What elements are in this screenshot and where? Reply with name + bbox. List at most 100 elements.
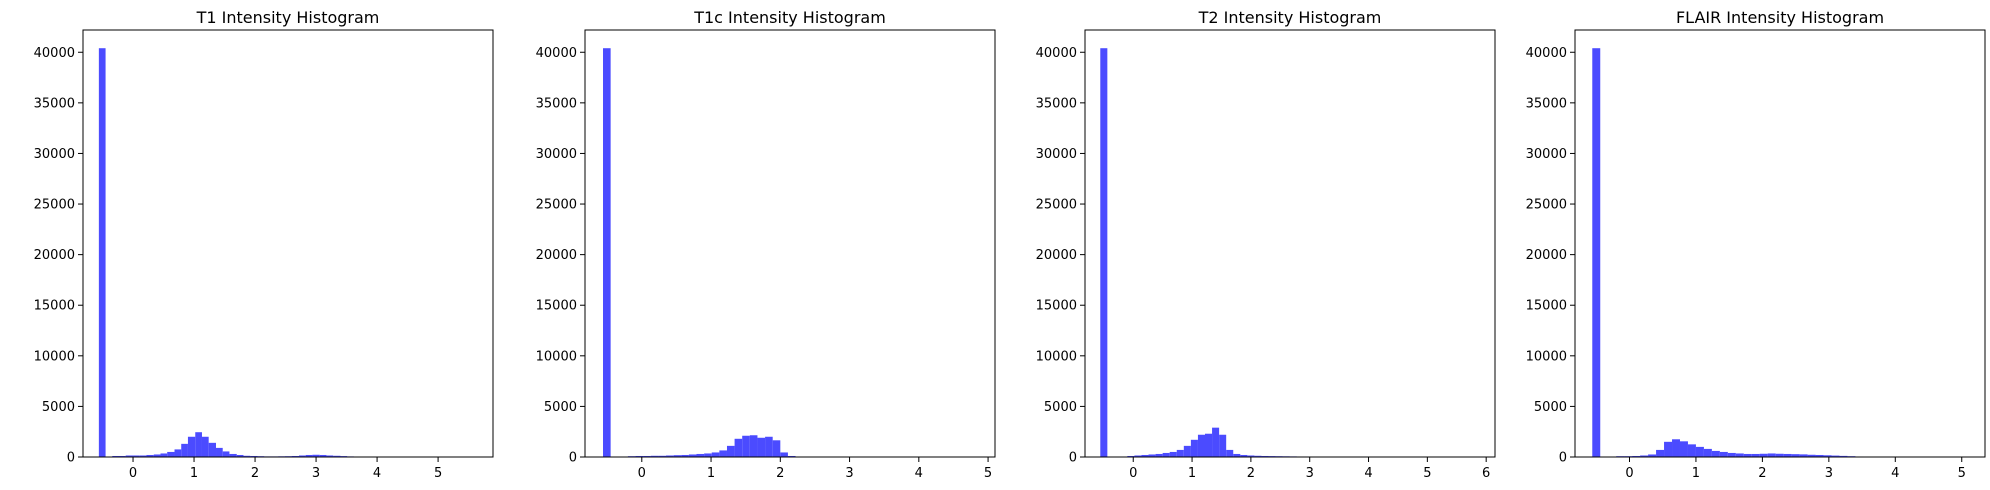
y-tick-label: 40000 <box>536 46 577 61</box>
x-tick-label: 4 <box>1891 466 1899 481</box>
panel-title: T1c Intensity Histogram <box>693 8 886 27</box>
x-tick-label: 1 <box>1692 466 1700 481</box>
histogram-bar <box>1127 455 1135 457</box>
histogram-bar <box>125 455 134 457</box>
x-tick-label: 5 <box>434 466 442 481</box>
histogram-bar <box>688 454 697 457</box>
histogram-bar <box>1247 455 1255 457</box>
x-tick-label: 2 <box>776 466 784 481</box>
histogram-bar <box>1751 453 1760 457</box>
x-tick-label: 0 <box>1129 466 1137 481</box>
histogram-bar <box>787 455 796 457</box>
histogram-bar <box>1815 454 1824 457</box>
histogram-bar <box>765 436 773 457</box>
histogram-bar <box>1233 453 1241 457</box>
histogram-bar <box>1687 444 1696 457</box>
histogram-bar <box>734 438 743 457</box>
y-tick-label: 0 <box>67 451 75 466</box>
y-tick-label: 15000 <box>34 299 75 314</box>
histogram-bar <box>160 453 168 457</box>
histogram-bar <box>1695 446 1704 457</box>
histogram-bar <box>1226 449 1234 457</box>
histogram-bar <box>742 435 750 457</box>
x-tick-label: 6 <box>1482 466 1490 481</box>
y-tick-label: 15000 <box>1036 299 1077 314</box>
histogram-bar <box>1261 455 1269 457</box>
x-tick-label: 1 <box>190 466 198 481</box>
x-tick-label: 3 <box>1306 466 1314 481</box>
x-tick-label: 1 <box>1188 466 1196 481</box>
y-tick-label: 35000 <box>536 96 577 111</box>
y-tick-label: 10000 <box>1526 349 1567 364</box>
histogram-bar <box>1839 455 1848 457</box>
x-tick-label: 2 <box>251 466 259 481</box>
y-tick-label: 0 <box>1069 451 1077 466</box>
y-tick-label: 25000 <box>1526 198 1567 213</box>
histogram-bar <box>1148 454 1156 457</box>
histogram-bar <box>635 455 644 457</box>
panel-title: FLAIR Intensity Histogram <box>1676 8 1884 27</box>
histogram-bar <box>1190 439 1198 457</box>
histogram-bars <box>1592 48 1872 458</box>
y-tick-label: 35000 <box>34 96 75 111</box>
x-tick-label: 3 <box>1825 466 1833 481</box>
histogram-bar <box>658 455 667 457</box>
histogram-bar <box>1141 454 1149 457</box>
histogram-bar <box>681 454 689 457</box>
histogram-bar <box>1703 448 1712 457</box>
histogram-bars <box>1100 48 1347 458</box>
x-tick-label: 2 <box>1247 466 1255 481</box>
y-tick-label: 40000 <box>1036 46 1077 61</box>
y-tick-label: 15000 <box>1526 299 1567 314</box>
x-tick-label: 5 <box>1423 466 1431 481</box>
histogram-bar <box>1240 454 1248 457</box>
histogram-bar <box>719 450 727 457</box>
histogram-bar <box>1727 452 1736 457</box>
histogram-bars <box>603 48 796 458</box>
y-tick-label: 5000 <box>1044 400 1077 415</box>
histogram-bar <box>1100 48 1108 458</box>
histogram-bar <box>195 432 202 457</box>
y-tick-label: 10000 <box>34 349 75 364</box>
x-tick-label: 5 <box>984 466 992 481</box>
histogram-bar <box>1807 454 1816 457</box>
histogram-bar <box>711 452 720 457</box>
histogram-bar <box>1735 453 1744 457</box>
histogram-bar <box>298 455 306 457</box>
x-tick-label: 4 <box>1364 466 1372 481</box>
panel-t1c: T1c Intensity Histogram 0 5000 10000 15000 2… <box>536 8 996 481</box>
histogram-bar <box>250 455 258 457</box>
histogram-bar <box>112 455 119 457</box>
histogram-bar <box>1162 452 1170 457</box>
histogram-bar <box>1783 453 1792 457</box>
histogram-bar <box>1719 451 1728 457</box>
x-tick-label: 3 <box>312 466 320 481</box>
y-tick-label: 20000 <box>1036 248 1077 263</box>
y-tick-label: 30000 <box>34 147 75 162</box>
y-tick-label: 15000 <box>536 299 577 314</box>
axes-frame <box>1084 29 1496 458</box>
histogram-bar <box>1672 439 1680 457</box>
histogram-bar <box>673 455 682 457</box>
y-tick-label: 30000 <box>1036 147 1077 162</box>
y-tick-label: 25000 <box>1036 198 1077 213</box>
histogram-bar <box>333 455 341 457</box>
histogram-bar <box>1640 455 1649 457</box>
y-tick-label: 35000 <box>1036 96 1077 111</box>
y-tick-label: 30000 <box>536 147 577 162</box>
histogram-bar <box>726 445 735 457</box>
histogram-bar <box>666 455 674 457</box>
histogram-bar <box>603 48 611 458</box>
y-tick-label: 5000 <box>1534 400 1567 415</box>
histogram-bar <box>153 454 161 457</box>
y-tick-label: 5000 <box>42 400 75 415</box>
y-tick-label: 35000 <box>1526 96 1567 111</box>
histogram-bar <box>243 455 251 457</box>
histogram-bar <box>757 437 766 457</box>
histogram-bar <box>1197 434 1205 457</box>
histogram-bar <box>229 453 237 457</box>
histogram-bar <box>119 455 126 457</box>
histogram-bar <box>1648 454 1657 457</box>
y-tick-label: 10000 <box>1036 349 1077 364</box>
histogram-bar <box>187 436 196 457</box>
